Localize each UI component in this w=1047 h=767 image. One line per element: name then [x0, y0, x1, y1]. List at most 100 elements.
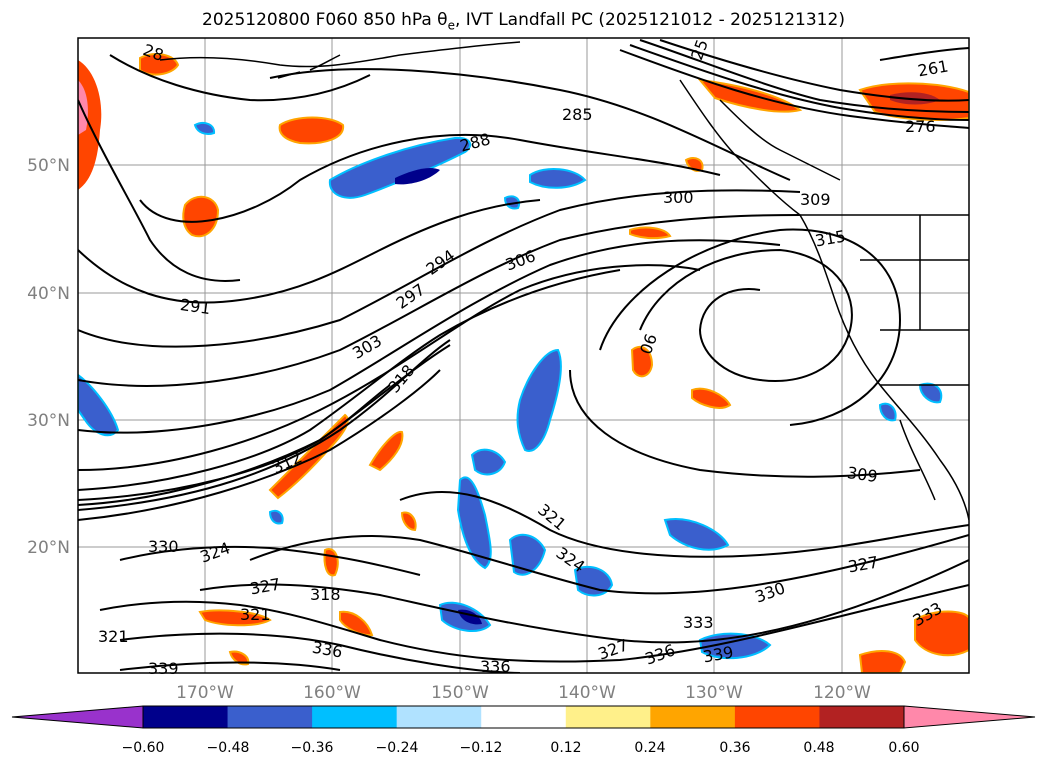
colorbar-swatch	[481, 706, 567, 728]
cool-patch-center2	[456, 476, 492, 570]
cool-patch-small3	[503, 195, 521, 210]
contour-336	[119, 632, 521, 673]
lat-label-20n: 20°N	[27, 538, 70, 558]
latitude-labels: 50°N 40°N 30°N 20°N	[27, 156, 70, 558]
colorbar-swatch	[650, 706, 736, 728]
contour-291	[78, 199, 541, 304]
colorbar-swatch	[396, 706, 482, 728]
colorbar-tick-label: 0.24	[634, 740, 665, 756]
contour-330	[119, 545, 421, 576]
lon-label-150w: 150°W	[431, 683, 489, 703]
colorbar: −0.60 −0.48 −0.36 −0.24 −0.12 0.12 0.24 …	[11, 705, 1036, 756]
warm-patch-south	[198, 609, 272, 627]
colorbar-extend-high	[903, 705, 1036, 729]
lat-label-40n: 40°N	[27, 284, 70, 304]
colorbar-swatch	[227, 706, 313, 728]
baja	[899, 419, 936, 501]
contour-339	[119, 661, 341, 671]
cool-patch-small4	[878, 402, 897, 422]
contour-label-276: 276	[905, 117, 936, 136]
contour-309	[569, 369, 921, 478]
longitude-labels: 170°W 160°W 150°W 140°W 130°W 120°W	[176, 683, 871, 703]
contour-ne3	[619, 49, 969, 129]
contour-loop	[639, 248, 853, 382]
cool-patch-alaska-core	[395, 167, 440, 185]
title-suffix: , IVT Landfall PC (2025121012 - 20251213…	[454, 10, 845, 30]
contour-294	[78, 189, 801, 348]
contour-label-336b: 336	[480, 657, 511, 676]
colorbar-tick-label: 0.12	[550, 740, 581, 756]
colorbar-outline	[142, 705, 905, 729]
contour-labels: 285 288 291 294 297 300 303 306 309 309 …	[98, 37, 950, 678]
warm-patch-south2	[339, 610, 374, 637]
cool-patch-small6	[268, 509, 284, 525]
contour-285	[269, 68, 791, 181]
map-frame	[77, 37, 970, 674]
coastlines	[159, 41, 969, 521]
contour-label-321b: 321	[98, 627, 129, 646]
lat-label-30n: 30°N	[27, 411, 70, 431]
title-subscript: e	[447, 18, 455, 33]
plot-title: 2025120800 F060 850 hPa θe, IVT Landfall…	[0, 10, 1047, 32]
contour-327	[199, 559, 969, 644]
colorbar-tick-label: 0.48	[803, 740, 834, 756]
colorbar-swatch	[565, 706, 651, 728]
cool-patch-small5	[918, 382, 943, 404]
colorbar-swatch	[734, 706, 820, 728]
coast-nw-america	[679, 79, 969, 521]
warm-patch-alaska	[278, 116, 345, 145]
warm-patch-mid	[630, 345, 654, 378]
cool-patch-alaska-band	[328, 136, 472, 199]
lon-label-130w: 130°W	[685, 683, 743, 703]
coast-alaska	[159, 41, 521, 68]
contour-label-339: 339	[148, 659, 179, 678]
warm-patch-se2	[858, 649, 907, 673]
contour-ne2	[629, 44, 969, 121]
contour-label-318b: 318	[310, 585, 341, 604]
coast-aleutians	[277, 54, 341, 79]
lon-label-170w: 170°W	[176, 683, 234, 703]
contour-label-309: 309	[846, 463, 879, 486]
warm-patch-small1	[629, 226, 672, 240]
cool-patch-center1	[516, 348, 562, 452]
contour-label-321c: 321	[240, 605, 271, 624]
contour-ne4	[659, 39, 969, 102]
contour-west-1	[78, 99, 241, 282]
contour-312	[78, 384, 391, 501]
lon-label-160w: 160°W	[303, 683, 361, 703]
contour-261	[879, 47, 969, 61]
contour-inner2	[78, 344, 451, 506]
lon-label-120w: 120°W	[813, 683, 871, 703]
contour-label-330: 330	[148, 537, 179, 556]
cool-patch-small1	[529, 168, 587, 189]
lat-label-50n: 50°N	[27, 156, 70, 176]
colorbar-ticks: −0.60 −0.48 −0.36 −0.24 −0.12 0.12 0.24 …	[122, 740, 920, 756]
colorbar-tick-label: −0.48	[207, 740, 250, 756]
contour-label-285: 285	[562, 105, 593, 124]
warm-patch-mid2	[691, 387, 732, 409]
colorbar-swatch	[819, 706, 905, 728]
warm-patch-south3	[323, 548, 339, 577]
cool-patch-small2	[193, 122, 216, 135]
contour-label-300: 300	[663, 188, 694, 207]
theta-e-contours	[78, 39, 969, 673]
contour-loop2	[599, 228, 902, 426]
warm-patch-small3	[400, 511, 417, 532]
colorbar-extend-low	[11, 705, 144, 729]
colorbar-swatch	[312, 706, 398, 728]
contour-label-291: 291	[179, 295, 212, 318]
contour-324	[249, 534, 969, 595]
contour-inner1	[78, 269, 621, 491]
colorbar-tick-label: 0.36	[719, 740, 750, 756]
colorbar-tick-label: −0.12	[460, 740, 503, 756]
contour-ne1	[639, 39, 969, 113]
map-content	[78, 38, 969, 673]
contour-333	[99, 584, 969, 663]
contour-306	[78, 264, 701, 471]
cool-patch-west	[78, 373, 120, 437]
colorbar-tick-label: −0.24	[376, 740, 419, 756]
contour-321	[399, 491, 969, 558]
state-lines	[860, 215, 969, 331]
contour-303	[78, 239, 781, 434]
